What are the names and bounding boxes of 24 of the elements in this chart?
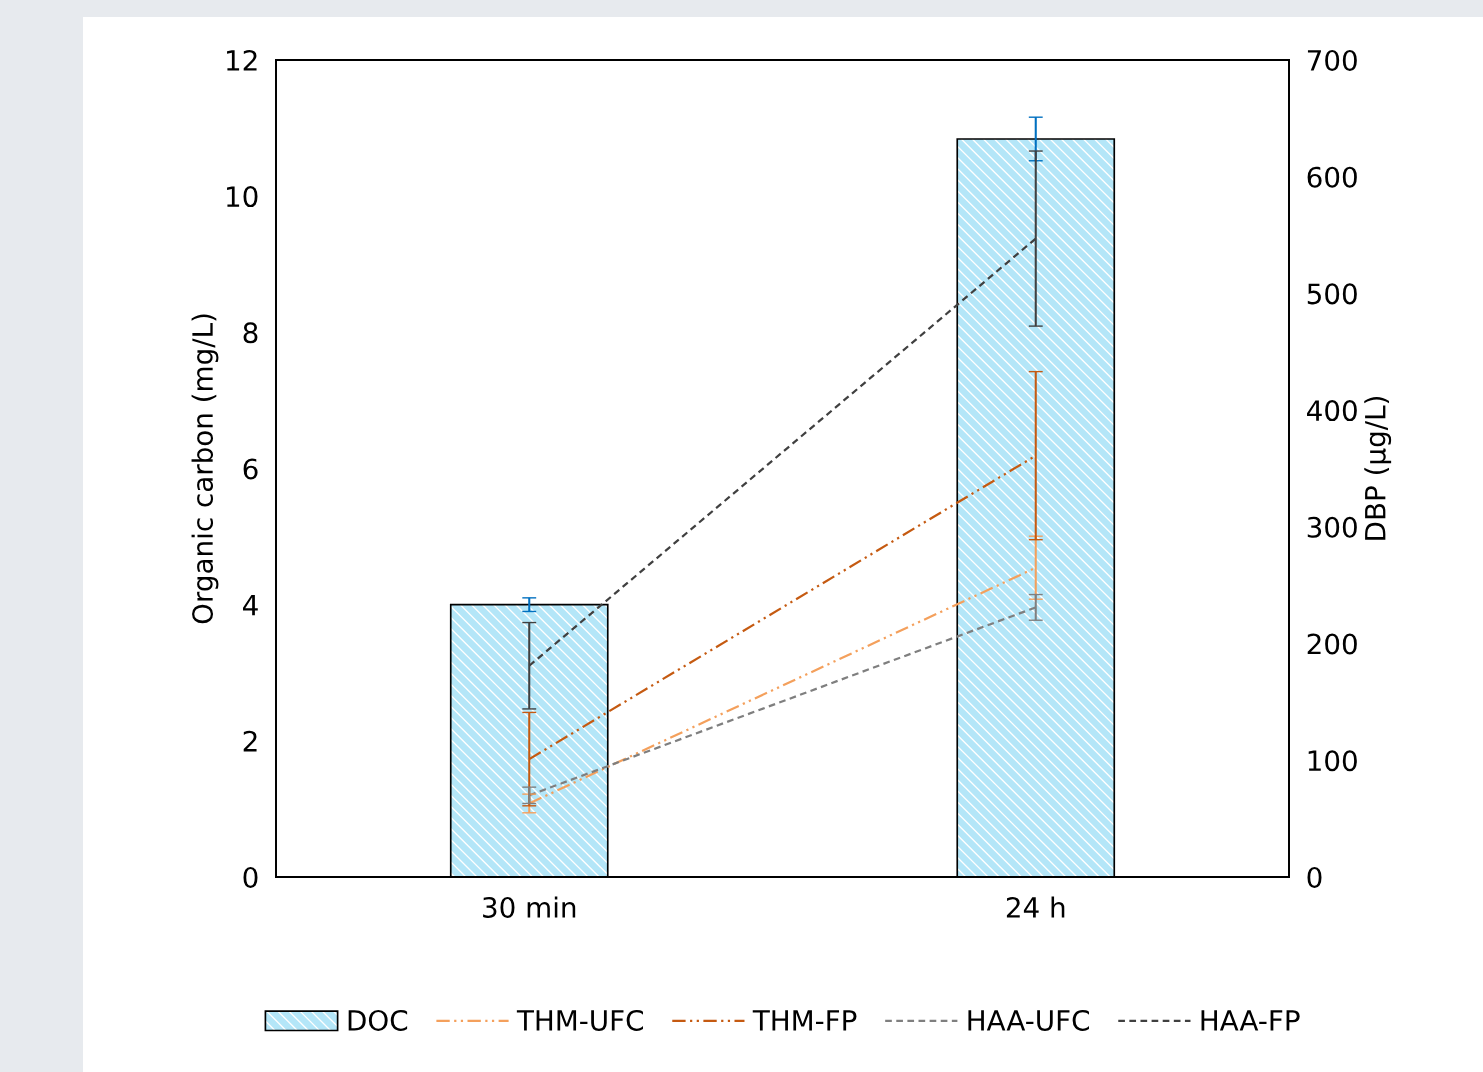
y-tick-label: 4 [243, 594, 258, 616]
legend-label: DOC [348, 1009, 408, 1031]
y-tick-label: 10 [227, 186, 258, 208]
y2-tick-label: 300 [1307, 516, 1357, 538]
y2-tick-label: 700 [1307, 49, 1357, 71]
x-tick-label: 30 min [483, 896, 576, 918]
y2-tick-label: 400 [1307, 400, 1357, 422]
y-tick-label: 12 [227, 49, 257, 71]
y2-axis-title: DBP (µg/L) [1364, 396, 1392, 540]
y2-tick-label: 200 [1307, 633, 1357, 655]
legend-label: THM-UFC [516, 1009, 643, 1031]
legend-label: THM-FP [752, 1010, 857, 1031]
y-tick-label: 6 [243, 458, 258, 480]
y2-tick-label: 100 [1308, 750, 1357, 772]
y-axis-title: Organic carbon (mg/L) [191, 314, 219, 624]
legend-label: HAA-UFC [968, 1009, 1089, 1031]
y-tick-label: 0 [243, 866, 258, 888]
y-tick-label: 2 [243, 730, 257, 752]
legend-label: HAA-FP [1201, 1010, 1300, 1031]
x-tick-label: 24 h [1006, 896, 1065, 918]
y-tick-label: 8 [243, 322, 258, 344]
y2-tick-label: 0 [1307, 866, 1322, 888]
y2-tick-label: 600 [1307, 166, 1357, 188]
y2-tick-label: 500 [1307, 283, 1357, 305]
